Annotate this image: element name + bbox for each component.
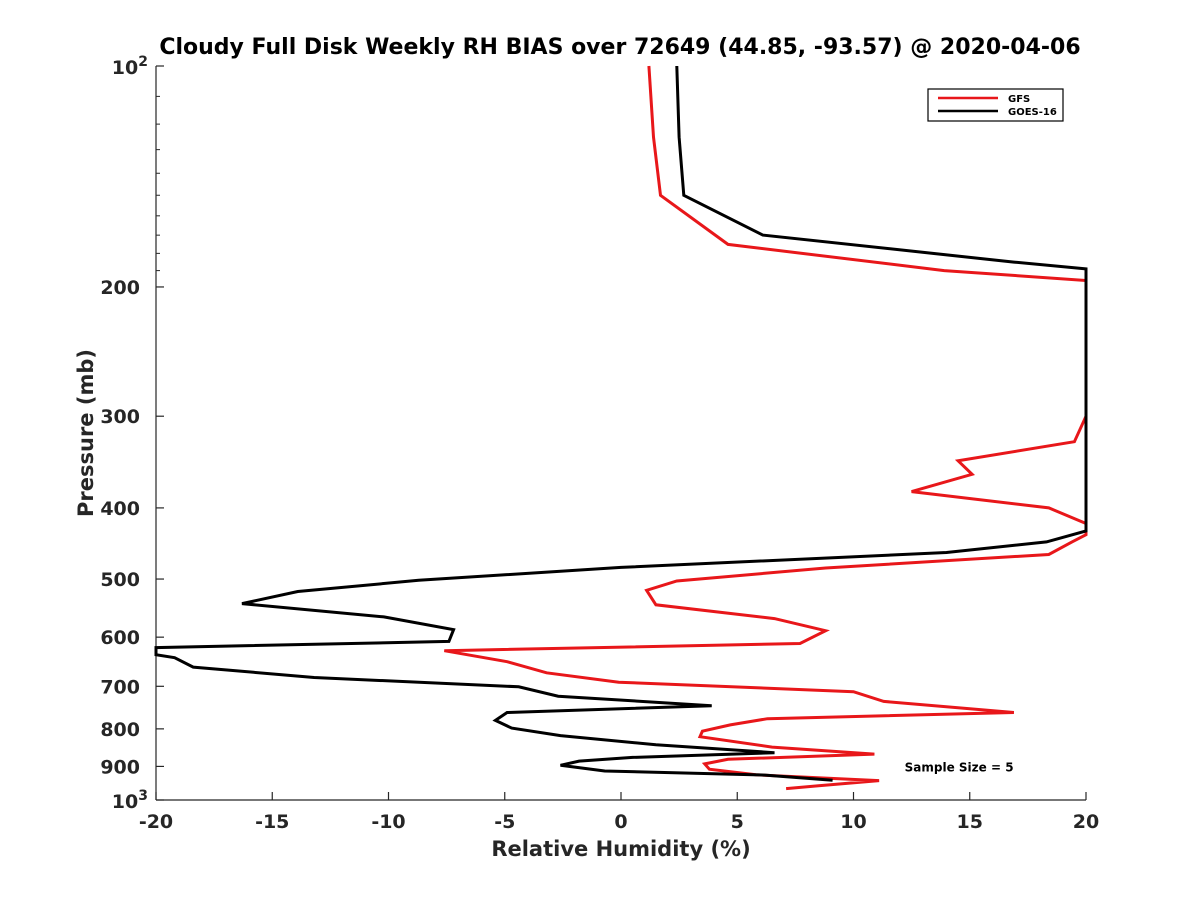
- y-tick-label: 500: [100, 569, 140, 591]
- series-layer: [154, 65, 1088, 791]
- y-tick-label: 200: [100, 277, 140, 299]
- plot-axes: [155, 65, 1087, 801]
- y-tick-label: 800: [100, 719, 140, 741]
- x-tick-label: 5: [731, 811, 744, 833]
- series-line-goes-16: [154, 65, 1088, 782]
- annotations: Sample Size = 5: [905, 760, 1014, 774]
- y-tick-labels: 102 200 300 400 500 600 700 800 900 103: [100, 54, 148, 813]
- y-tick-label: 900: [100, 756, 140, 778]
- y-tick-label: 103: [112, 788, 148, 813]
- x-tick-labels: -20 -15 -10 -5 0 5 10 15 20: [139, 811, 1099, 833]
- x-tick-label: -5: [494, 811, 515, 833]
- x-tick-label: -20: [139, 811, 173, 833]
- x-tick-label: 10: [840, 811, 866, 833]
- legend: GFS GOES-16: [927, 88, 1064, 122]
- sample-size-annotation: Sample Size = 5: [905, 760, 1014, 774]
- y-tick-label: 300: [100, 406, 140, 428]
- y-axis-label: Pressure (mb): [74, 349, 98, 517]
- x-tick-label: 0: [614, 811, 627, 833]
- y-tick-label: 102: [112, 54, 148, 79]
- legend-label: GOES-16: [1008, 107, 1057, 118]
- legend-label: GFS: [1008, 94, 1030, 105]
- chart-title: Cloudy Full Disk Weekly RH BIAS over 726…: [159, 35, 1080, 60]
- x-axis-label: Relative Humidity (%): [491, 837, 750, 861]
- y-tick-label: 400: [100, 498, 140, 520]
- x-tick-label: 20: [1073, 811, 1099, 833]
- legend-box: [927, 88, 1064, 122]
- y-tick-label: 600: [100, 627, 140, 649]
- x-tick-label: -15: [255, 811, 289, 833]
- x-tick-label: -10: [371, 811, 405, 833]
- x-tick-label: 15: [957, 811, 983, 833]
- series-line-gfs: [444, 65, 1088, 791]
- y-tick-label: 700: [100, 676, 140, 698]
